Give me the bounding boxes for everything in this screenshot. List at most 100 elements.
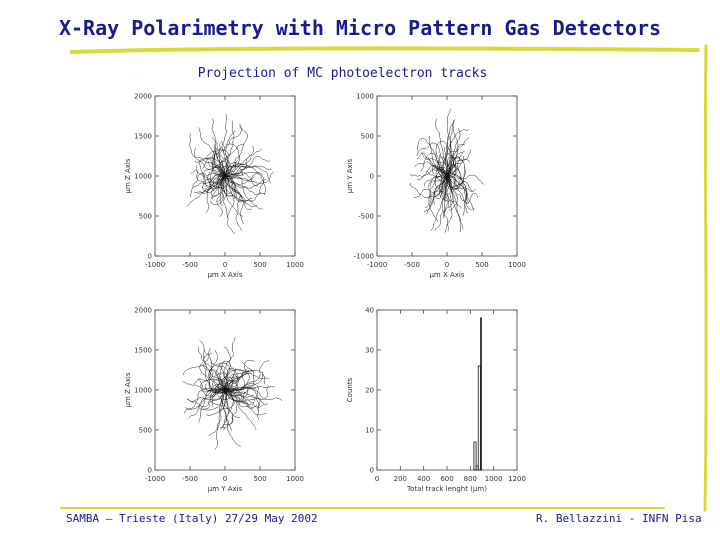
photoelectron-track [444,175,449,202]
x-tick-label: 500 [475,261,488,269]
xz-projection-plot: -1000 -500 0 500 1000 0 500 1000 1500 2000 μm X Ax… [124,93,304,280]
photoelectron-track [210,177,226,205]
y-tick-label: 0 [148,467,152,475]
y-tick-label: 20 [365,387,374,395]
photoelectron-track [224,360,255,392]
photoelectron-track [439,176,446,200]
y-tick-label: 0 [370,467,374,475]
photoelectron-track [225,175,255,185]
photoelectron-track [445,156,458,178]
photoelectron-track [448,127,461,178]
photoelectron-track [224,125,248,178]
photoelectron-track [199,340,226,389]
photoelectron-track [186,174,226,207]
photoelectron-track [222,174,253,203]
photoelectron-track [225,123,242,178]
photoelectron-track [210,177,224,197]
photoelectron-track [447,175,478,204]
title-underline-stroke [70,46,700,54]
x-axis-label: μm X Axis [207,271,242,279]
photoelectron-track [218,176,225,206]
photoelectron-track [220,391,238,429]
x-axis-label: μm Y Axis [208,485,243,493]
photoelectron-track [442,175,451,219]
figure-caption: Projection of MC photoelectron tracks [197,66,488,81]
photoelectron-track [209,349,225,391]
photoelectron-track [206,151,226,175]
photoelectron-track [225,390,257,430]
photoelectron-track [409,168,448,177]
track-group [186,114,274,234]
photoelectron-track [207,175,226,183]
photoelectron-track [225,171,265,194]
photoelectron-track [225,173,260,182]
photoelectron-track [186,387,232,408]
photoelectron-track [223,175,236,234]
y-tick-label: -1000 [354,253,374,261]
photoelectron-track [223,175,242,231]
footer-divider [60,507,665,509]
track-group [409,108,484,233]
photoelectron-track [220,369,247,391]
photoelectron-track [441,136,470,178]
y-tick-label: 30 [365,347,374,355]
y-axis-label: Counts [346,377,354,402]
photoelectron-track [426,171,447,182]
side-stroke [703,44,708,512]
photoelectron-track [225,368,250,391]
photoelectron-track [225,372,246,392]
photoelectron-track [198,388,225,423]
x-tick-label: 1000 [286,475,304,483]
photoelectron-track [443,120,454,177]
x-tick-label: 200 [394,475,407,483]
photoelectron-track [447,173,469,214]
photoelectron-track [194,147,226,176]
x-tick-label: 0 [223,475,227,483]
x-tick-label: 400 [417,475,430,483]
photoelectron-track [416,142,448,177]
photoelectron-track [188,384,227,419]
photoelectron-track [435,168,449,179]
x-tick-label: 0 [223,261,227,269]
photoelectron-track [409,176,446,198]
y-tick-label: 2000 [134,307,152,315]
photoelectron-track [220,165,248,176]
photoelectron-track [432,165,449,176]
photoelectron-track [442,175,449,232]
photoelectron-track [225,148,263,177]
photoelectron-track [194,173,225,193]
x-tick-label: -1000 [145,261,165,269]
x-tick-label: 1000 [286,261,304,269]
photoelectron-track [196,165,225,187]
photoelectron-track [430,174,449,232]
photoelectron-track [189,133,226,177]
yz-projection-plot: -1000 -500 0 500 1000 0 500 1000 1500 2000 μm Y Ax… [124,307,304,494]
footer-event: SAMBA – Trieste (Italy) 27/29 May 2002 [66,512,318,525]
photoelectron-track [208,161,224,177]
y-tick-label: 1000 [134,387,152,395]
photoelectron-track [197,346,225,391]
photoelectron-track [224,387,256,404]
photoelectron-track [439,177,452,202]
photoelectron-track [225,374,239,389]
y-tick-label: 1000 [134,173,152,181]
photoelectron-track [434,177,454,231]
x-tick-label: -500 [182,261,198,269]
y-tick-label: 2000 [134,93,152,101]
photoelectron-track [215,362,227,392]
x-tick-label: -500 [404,261,420,269]
photoelectron-track [446,155,465,189]
photoelectron-track [447,153,457,175]
photoelectron-track [220,391,234,425]
photoelectron-track [428,176,448,223]
photoelectron-track [223,175,235,218]
photoelectron-track [220,140,229,175]
photoelectron-track [223,120,235,178]
photoelectron-track [225,175,263,210]
photoelectron-track [446,158,470,177]
plot-frame [376,309,518,471]
photoelectron-track [421,152,447,177]
photoelectron-track [214,392,228,450]
photoelectron-track [224,145,254,178]
y-axis-label: μm Z Axis [124,158,132,193]
